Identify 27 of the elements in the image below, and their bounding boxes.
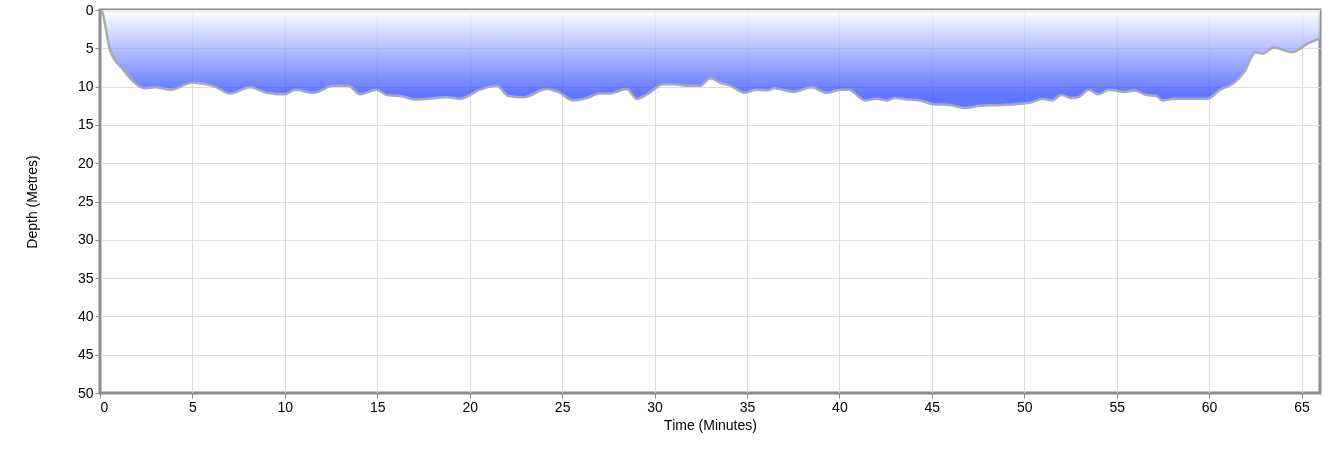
x-tick-label: 65 [1294, 398, 1311, 415]
y-tick-label: 50 [77, 384, 94, 401]
x-tick-label: 50 [1016, 398, 1033, 415]
x-tick-label: 20 [462, 398, 479, 415]
x-tick-label: 45 [924, 398, 941, 415]
x-axis-title: Time (Minutes) [664, 416, 757, 433]
y-tick-label: 40 [77, 307, 94, 324]
x-tick-label: 60 [1201, 398, 1218, 415]
y-tick-label: 30 [77, 231, 94, 248]
x-tick-label: 15 [369, 398, 386, 415]
x-tick-label: 40 [832, 398, 848, 415]
x-tick-label: 0 [100, 398, 109, 415]
y-axis-title: Depth (Metres) [23, 155, 40, 249]
y-tick-label: 45 [77, 346, 94, 363]
y-tick-label: 10 [77, 78, 94, 95]
y-tick-label: 0 [85, 1, 94, 18]
x-tick-label: 55 [1109, 398, 1126, 415]
x-tick-label: 30 [647, 398, 664, 415]
y-tick-label: 5 [85, 39, 94, 56]
x-tick-label: 35 [739, 398, 756, 415]
y-tick-label: 20 [77, 154, 94, 171]
x-tick-label: 25 [554, 398, 571, 415]
y-tick-label: 25 [77, 193, 94, 209]
x-tick-label: 5 [189, 398, 198, 415]
y-tick-label: 15 [77, 116, 94, 133]
y-tick-label: 35 [77, 269, 94, 286]
x-tick-label: 10 [277, 398, 294, 415]
